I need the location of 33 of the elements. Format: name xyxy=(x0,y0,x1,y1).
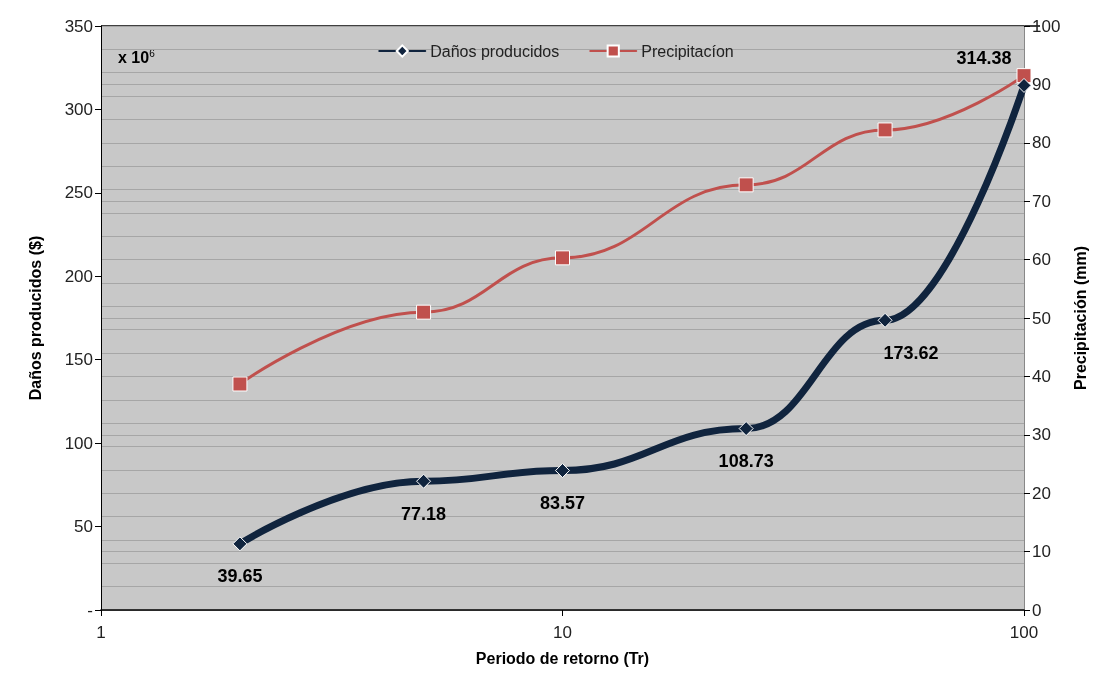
legend-label: Daños producidos xyxy=(430,42,560,60)
y-tick-label: 200 xyxy=(64,266,93,286)
y-tick-label: 150 xyxy=(64,350,93,370)
y2-axis-title: Precipitación (mm) xyxy=(1071,245,1089,391)
x-axis-title: Periodo de retorno (Tr) xyxy=(475,649,650,667)
y2-tick-label: 60 xyxy=(1032,250,1051,270)
y-tick-label: 250 xyxy=(64,183,93,203)
data-label: 108.73 xyxy=(718,451,774,472)
y2-tick-label: 50 xyxy=(1032,308,1051,328)
y2-tick-label: 0 xyxy=(1032,600,1042,620)
y2-tick-label: 40 xyxy=(1032,366,1051,386)
data-label: 173.62 xyxy=(883,342,939,363)
y-tick-label: 50 xyxy=(74,517,93,537)
data-label: 77.18 xyxy=(401,503,447,524)
x-tick-label: 100 xyxy=(1009,623,1039,642)
y-axis-title: Daños producidos ($) xyxy=(26,235,44,401)
y2-tick-label: 100 xyxy=(1032,16,1061,36)
y-tick-label: 350 xyxy=(64,16,93,36)
y2-tick-label: 30 xyxy=(1032,425,1051,445)
data-label: 83.57 xyxy=(539,493,586,514)
data-label: 314.38 xyxy=(956,47,1012,68)
x-tick-label: 10 xyxy=(553,623,572,642)
y-tick-label: 300 xyxy=(64,99,93,119)
y2-tick-label: 10 xyxy=(1032,542,1051,562)
x-tick-label: 1 xyxy=(96,623,106,642)
y-tick-label: 100 xyxy=(64,433,93,453)
legend-label: Precipitacíon xyxy=(641,42,734,60)
y2-tick-label: 90 xyxy=(1032,74,1051,94)
y2-tick-label: 70 xyxy=(1032,191,1051,211)
y-tick-label: - xyxy=(87,600,93,620)
data-label: 39.65 xyxy=(217,566,263,587)
y2-tick-label: 80 xyxy=(1032,133,1051,153)
y2-tick-label: 20 xyxy=(1032,483,1051,503)
